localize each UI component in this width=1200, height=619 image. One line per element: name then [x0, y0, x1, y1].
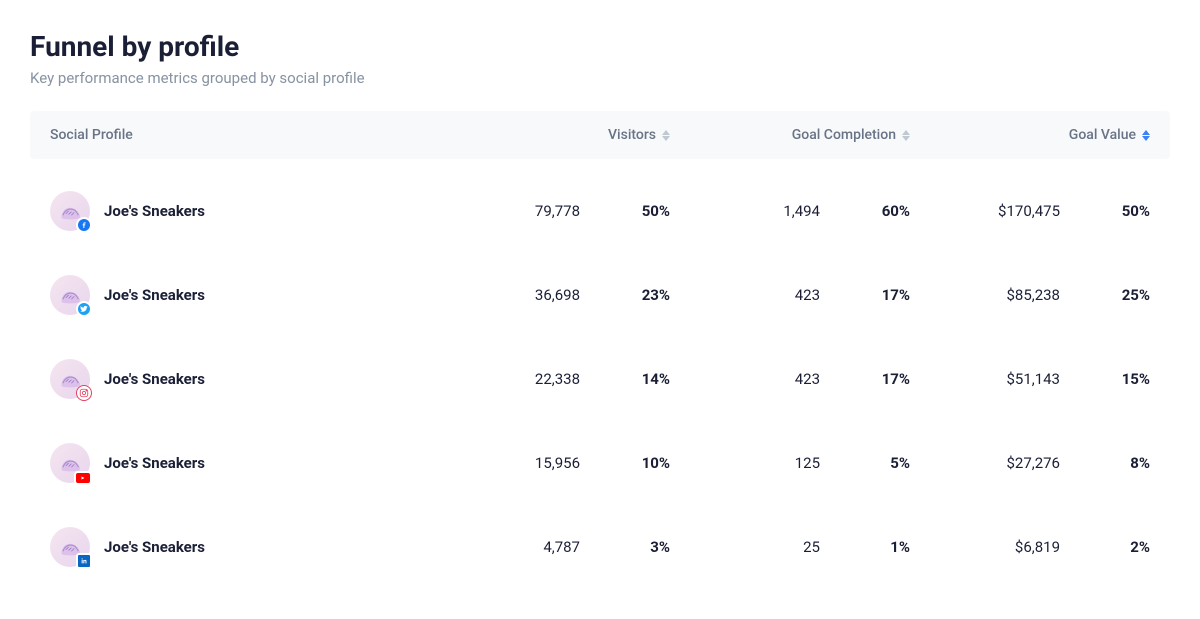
visitors-value: 4,787	[490, 538, 580, 556]
profile-name: Joe's Sneakers	[104, 538, 205, 556]
completion-percent: 1%	[820, 538, 910, 556]
visitors-group: 22,338 14%	[430, 370, 670, 388]
funnel-table: Social Profile Visitors Goal Completion	[30, 111, 1170, 589]
twitter-icon	[76, 301, 92, 317]
facebook-icon	[76, 217, 92, 233]
goal-value: $27,276	[970, 454, 1060, 472]
column-header-profile[interactable]: Social Profile	[50, 127, 430, 143]
table-row[interactable]: Joe's Sneakers 15,956 10% 125 5% $27,276…	[30, 421, 1170, 505]
column-label: Goal Completion	[792, 127, 896, 143]
goal-value: $6,819	[970, 538, 1060, 556]
avatar-wrapper	[50, 275, 90, 315]
visitors-value: 15,956	[490, 454, 580, 472]
sort-icon[interactable]	[902, 130, 910, 141]
column-group-visitors: Visitors	[430, 127, 670, 143]
table-row[interactable]: Joe's Sneakers 4,787 3% 25 1% $6,819 2%	[30, 505, 1170, 589]
completion-percent: 17%	[820, 286, 910, 304]
profile-name: Joe's Sneakers	[104, 454, 205, 472]
visitors-group: 15,956 10%	[430, 454, 670, 472]
completion-group: 1,494 60%	[670, 202, 910, 220]
table-body: Joe's Sneakers 79,778 50% 1,494 60% $170…	[30, 159, 1170, 589]
visitors-group: 4,787 3%	[430, 538, 670, 556]
avatar-wrapper	[50, 359, 90, 399]
completion-percent: 17%	[820, 370, 910, 388]
value-group: $27,276 8%	[910, 454, 1150, 472]
visitors-value: 79,778	[490, 202, 580, 220]
table-row[interactable]: Joe's Sneakers 22,338 14% 423 17% $51,14…	[30, 337, 1170, 421]
column-label: Goal Value	[1069, 127, 1136, 143]
sort-icon[interactable]	[662, 130, 670, 141]
profile-cell: Joe's Sneakers	[50, 191, 430, 231]
completion-value: 423	[730, 286, 820, 304]
visitors-value: 22,338	[490, 370, 580, 388]
goal-value: $170,475	[970, 202, 1060, 220]
completion-value: 25	[730, 538, 820, 556]
visitors-percent: 10%	[580, 454, 670, 472]
completion-percent: 5%	[820, 454, 910, 472]
visitors-percent: 14%	[580, 370, 670, 388]
goal-value-percent: 8%	[1060, 454, 1150, 472]
profile-cell: Joe's Sneakers	[50, 443, 430, 483]
completion-percent: 60%	[820, 202, 910, 220]
visitors-percent: 23%	[580, 286, 670, 304]
visitors-value: 36,698	[490, 286, 580, 304]
goal-value-percent: 50%	[1060, 202, 1150, 220]
profile-name: Joe's Sneakers	[104, 286, 205, 304]
column-label: Visitors	[608, 127, 656, 143]
sort-icon[interactable]	[1142, 130, 1150, 141]
youtube-icon	[74, 471, 92, 485]
table-row[interactable]: Joe's Sneakers 79,778 50% 1,494 60% $170…	[30, 169, 1170, 253]
completion-group: 423 17%	[670, 286, 910, 304]
completion-group: 25 1%	[670, 538, 910, 556]
linkedin-icon	[76, 553, 92, 569]
column-group-value: Goal Value	[910, 127, 1150, 143]
goal-value: $51,143	[970, 370, 1060, 388]
page-subtitle: Key performance metrics grouped by socia…	[30, 69, 1170, 87]
page-title: Funnel by profile	[30, 30, 1170, 63]
visitors-percent: 50%	[580, 202, 670, 220]
completion-value: 423	[730, 370, 820, 388]
goal-value-percent: 25%	[1060, 286, 1150, 304]
value-group: $6,819 2%	[910, 538, 1150, 556]
completion-group: 423 17%	[670, 370, 910, 388]
column-group-completion: Goal Completion	[670, 127, 910, 143]
profile-name: Joe's Sneakers	[104, 202, 205, 220]
completion-value: 1,494	[730, 202, 820, 220]
instagram-icon	[76, 385, 92, 401]
completion-group: 125 5%	[670, 454, 910, 472]
profile-cell: Joe's Sneakers	[50, 527, 430, 567]
visitors-group: 36,698 23%	[430, 286, 670, 304]
avatar-wrapper	[50, 191, 90, 231]
profile-name: Joe's Sneakers	[104, 370, 205, 388]
goal-value-percent: 2%	[1060, 538, 1150, 556]
avatar-wrapper	[50, 443, 90, 483]
avatar-wrapper	[50, 527, 90, 567]
value-group: $51,143 15%	[910, 370, 1150, 388]
table-header-row: Social Profile Visitors Goal Completion	[30, 111, 1170, 159]
visitors-percent: 3%	[580, 538, 670, 556]
value-group: $85,238 25%	[910, 286, 1150, 304]
goal-value: $85,238	[970, 286, 1060, 304]
value-group: $170,475 50%	[910, 202, 1150, 220]
column-header-value[interactable]: Goal Value	[1069, 127, 1150, 143]
profile-cell: Joe's Sneakers	[50, 359, 430, 399]
report-header: Funnel by profile Key performance metric…	[30, 30, 1170, 87]
goal-value-percent: 15%	[1060, 370, 1150, 388]
profile-cell: Joe's Sneakers	[50, 275, 430, 315]
table-row[interactable]: Joe's Sneakers 36,698 23% 423 17% $85,23…	[30, 253, 1170, 337]
column-header-visitors[interactable]: Visitors	[608, 127, 670, 143]
column-header-completion[interactable]: Goal Completion	[792, 127, 910, 143]
visitors-group: 79,778 50%	[430, 202, 670, 220]
completion-value: 125	[730, 454, 820, 472]
